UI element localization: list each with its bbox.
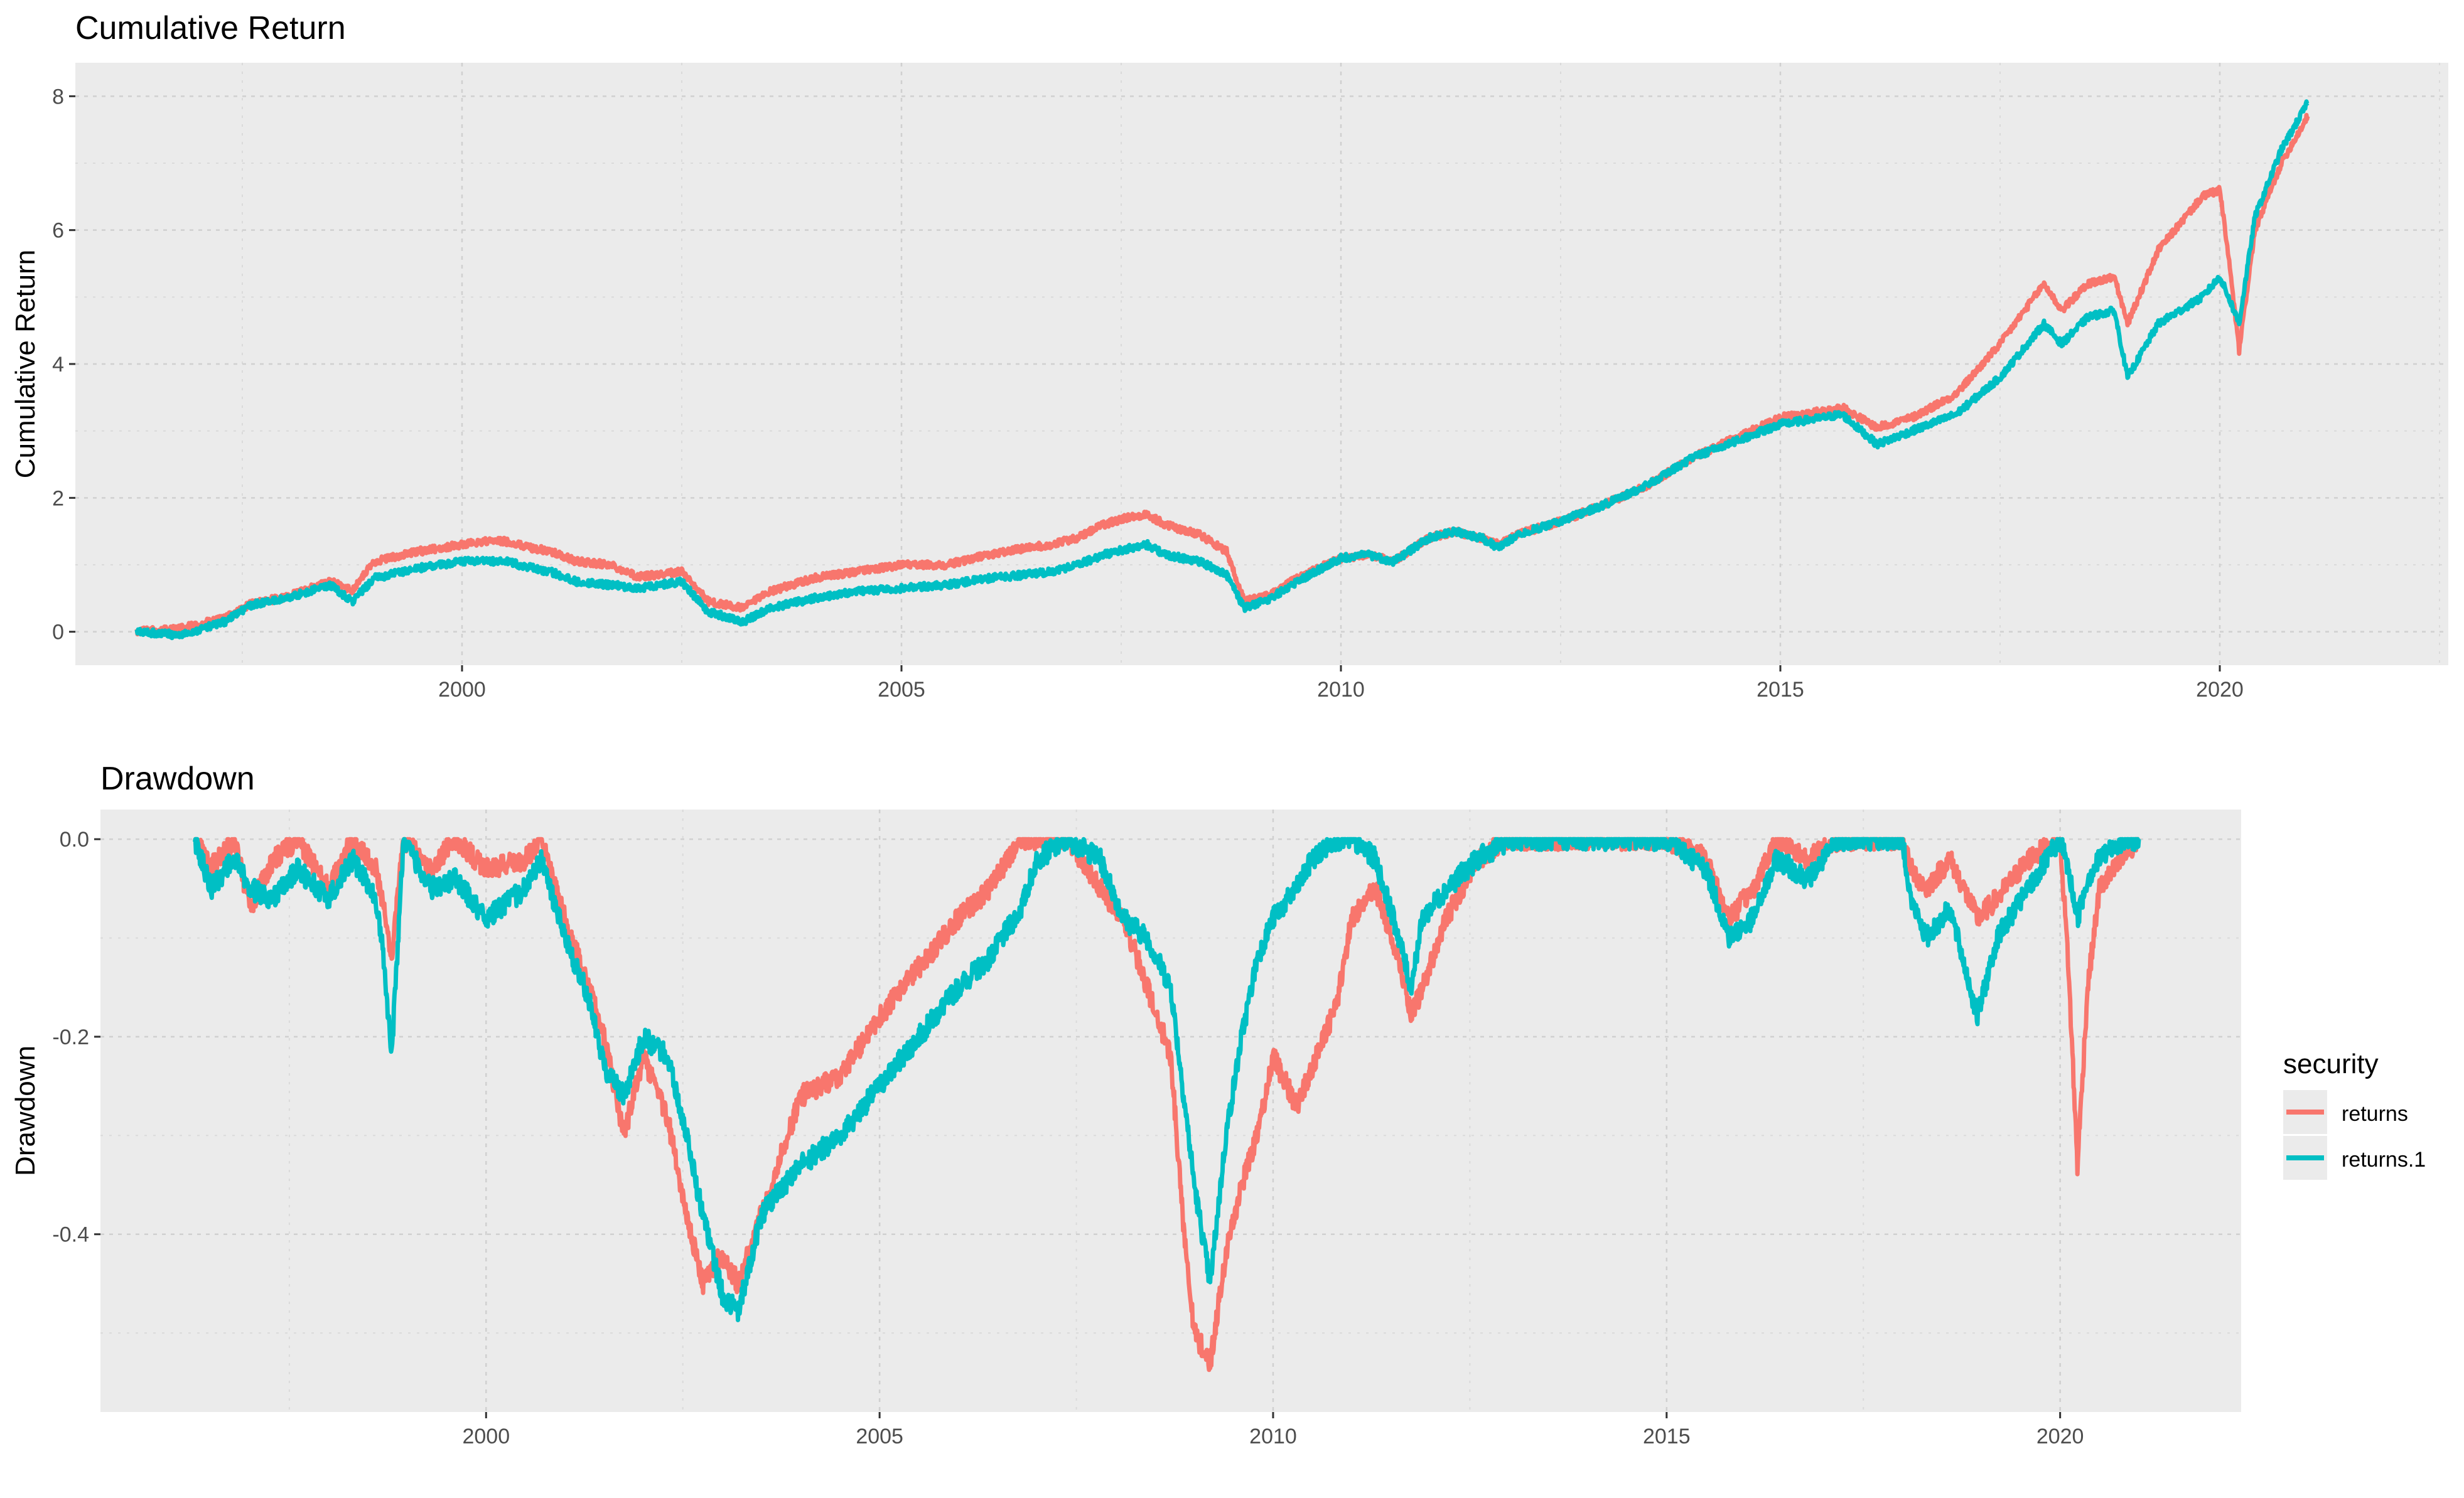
- x-tick-label: 2015: [1643, 1425, 1691, 1448]
- drawdown-y-axis: 0.0 -0.2 -0.4: [52, 828, 100, 1247]
- legend-title: security: [2283, 1049, 2379, 1079]
- y-tick-label: -0.4: [52, 1223, 89, 1247]
- y-tick-label: 4: [52, 353, 64, 377]
- x-tick-label: 2015: [1757, 678, 1804, 702]
- cumulative-return-y-label: Cumulative Return: [10, 250, 41, 478]
- y-tick-label: 2: [52, 486, 64, 510]
- cumulative-return-y-axis: 0 2 4 6 8: [52, 85, 75, 645]
- y-tick-label: 8: [52, 85, 64, 109]
- x-tick-label: 2005: [856, 1425, 903, 1448]
- x-tick-label: 2000: [462, 1425, 510, 1448]
- legend: security returns returns.1: [2283, 1049, 2426, 1180]
- x-tick-label: 2010: [1317, 678, 1365, 702]
- series-line-returns-1: [134, 99, 2310, 641]
- x-tick-label: 2000: [438, 678, 486, 702]
- series-line-returns-1: [192, 837, 2141, 1322]
- x-tick-label: 2020: [2196, 678, 2244, 702]
- drawdown-title: Drawdown: [100, 761, 255, 797]
- series-line-returns: [134, 112, 2310, 637]
- drawdown-y-label: Drawdown: [10, 1046, 41, 1176]
- y-tick-label: -0.2: [52, 1025, 89, 1049]
- drawdown-plot-panel: [100, 810, 2241, 1412]
- y-tick-label: 0.0: [60, 828, 89, 852]
- legend-label-returns: returns: [2342, 1102, 2408, 1126]
- cumulative-return-x-axis: 2000 2005 2010 2015 2020: [438, 665, 2244, 702]
- x-tick-label: 2020: [2036, 1425, 2084, 1448]
- drawdown-chart: Drawdown 0.0 -0.2 -0.4 2000 2005 2010 2015 202…: [10, 761, 2241, 1448]
- series-line-returns: [193, 837, 2141, 1372]
- cumulative-return-title: Cumulative Return: [75, 10, 346, 46]
- x-tick-label: 2010: [1249, 1425, 1297, 1448]
- drawdown-x-axis: 2000 2005 2010 2015 2020: [462, 1412, 2084, 1448]
- drawdown-series-lines: [192, 837, 2141, 1372]
- cumulative-return-chart: Cumulative Return 0 2 4 6 8 2000 2005 2010 2015…: [10, 10, 2448, 702]
- legend-label-returns-1: returns.1: [2342, 1148, 2426, 1172]
- y-tick-label: 6: [52, 219, 64, 243]
- x-tick-label: 2005: [878, 678, 925, 702]
- cumulative-return-series-lines: [134, 99, 2310, 641]
- cumulative-return-gridlines: [75, 63, 2448, 665]
- drawdown-gridlines: [100, 810, 2241, 1412]
- y-tick-label: 0: [52, 621, 64, 645]
